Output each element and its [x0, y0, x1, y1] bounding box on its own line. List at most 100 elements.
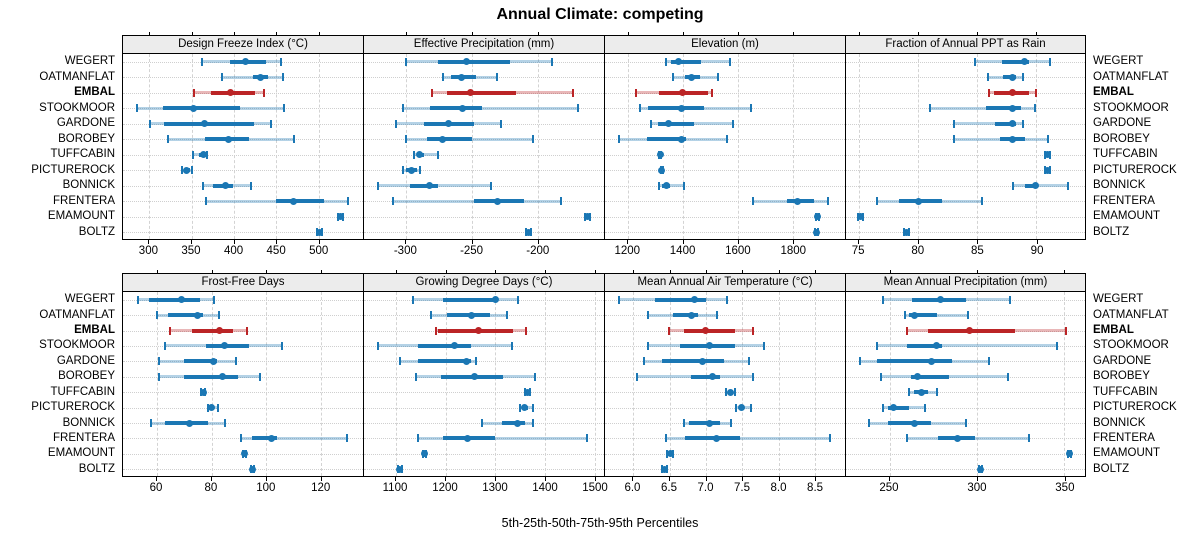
median-dot — [713, 434, 721, 442]
panel-title-strip: Fraction of Annual PPT as Rain — [845, 32, 1086, 54]
axis-tick-top — [633, 270, 635, 274]
whisker-cap — [967, 311, 970, 320]
row-gridline — [846, 201, 1085, 203]
median-dot — [691, 296, 699, 304]
site-label-left: GARDONE — [56, 117, 115, 130]
panel-band-bottom: WEGERT OATMANFLAT EMBAL STOOKMOOR GARDONE BOR… — [0, 270, 1200, 501]
gridline — [669, 292, 671, 476]
whisker-cap — [1022, 119, 1025, 128]
median-dot — [524, 228, 532, 236]
site-label-right: BOLTZ — [1093, 225, 1130, 238]
row-gridline — [605, 77, 845, 79]
whisker-cap — [212, 295, 215, 304]
row-gridline — [846, 232, 1085, 234]
whisker-cap — [346, 434, 349, 443]
whisker-cap — [280, 341, 283, 350]
axis-tick-top — [211, 270, 213, 274]
whisker-cap — [550, 57, 553, 66]
whisker-cap — [163, 341, 166, 350]
percentile-band-25-75 — [418, 343, 471, 348]
median-dot — [336, 213, 344, 221]
panel-title-strip: Growing Degree Days (°C) — [363, 270, 604, 292]
axis-tick-label: 400 — [223, 245, 244, 257]
median-dot — [221, 182, 229, 190]
median-dot — [218, 373, 226, 381]
axis-tick-label: 60 — [149, 482, 163, 494]
median-dot — [902, 228, 910, 236]
gridline — [859, 54, 860, 239]
median-dot — [813, 228, 821, 236]
row-gridline — [364, 469, 604, 471]
percentile-band-5-95 — [930, 106, 1036, 110]
panel-mean-annual-precipitation-mm: Mean Annual Precipitation (mm) 250 300 350 — [845, 270, 1086, 501]
whisker-cap — [202, 181, 205, 190]
percentile-band-5-95 — [418, 436, 588, 440]
median-dot — [737, 404, 745, 412]
site-label-left: GARDONE — [56, 354, 115, 367]
median-dot — [199, 388, 207, 396]
whisker-cap — [906, 434, 909, 443]
whisker-cap — [283, 104, 286, 113]
site-label-right: STOOKMOOR — [1093, 339, 1169, 352]
whisker-cap — [169, 326, 172, 335]
row-gridline — [364, 361, 604, 363]
median-dot — [257, 73, 265, 81]
median-dot — [207, 404, 215, 412]
axis-tick-top — [495, 270, 497, 274]
row-gridline — [846, 216, 1085, 218]
panel-title: Mean Annual Air Temperature (°C) — [637, 276, 813, 288]
axis-tick-label: 450 — [266, 245, 286, 257]
row-gridline — [605, 139, 845, 141]
site-label-right: STOOKMOOR — [1093, 101, 1169, 114]
median-dot — [182, 166, 190, 174]
site-label-left: EMAMOUNT — [47, 447, 115, 460]
site-label-right: OATMANFLAT — [1093, 70, 1169, 83]
panel-plot-area — [845, 292, 1086, 477]
panel-x-axis: -300 -250 -200 — [363, 240, 604, 264]
median-dot — [241, 58, 249, 66]
median-dot — [678, 89, 686, 97]
median-dot — [491, 296, 499, 304]
axis-tick-top — [538, 32, 540, 36]
row-gridline — [605, 216, 845, 218]
percentile-band-25-75 — [673, 313, 699, 318]
panel-growing-degree-days-c: Growing Degree Days (°C) 1100 1200 1300 1400… — [363, 270, 608, 501]
axis-tick-top — [976, 270, 978, 274]
axis-tick — [395, 477, 396, 481]
median-dot — [444, 120, 452, 128]
whisker-cap — [1007, 372, 1010, 381]
whisker-cap — [646, 341, 649, 350]
median-dot — [583, 213, 591, 221]
percentile-band-25-75 — [887, 421, 932, 426]
gridline — [472, 54, 474, 239]
median-dot — [467, 311, 475, 319]
row-gridline — [123, 170, 363, 172]
row-gridline — [846, 154, 1085, 156]
whisker-cap — [281, 73, 284, 82]
median-dot — [523, 388, 531, 396]
whisker-cap — [988, 88, 991, 97]
percentile-band-25-75 — [443, 297, 498, 302]
whisker-cap — [929, 104, 931, 113]
whisker-cap — [136, 295, 139, 304]
whisker-cap — [431, 88, 434, 97]
median-dot — [1009, 89, 1017, 97]
axis-tick-label: 1600 — [725, 245, 751, 257]
row-gridline — [364, 345, 604, 347]
gridline — [683, 54, 685, 239]
row-gridline — [605, 361, 845, 363]
gridline — [538, 54, 540, 239]
whisker-cap — [1028, 434, 1031, 443]
whisker-cap — [398, 357, 401, 366]
row-gridline — [364, 170, 604, 172]
site-label-right: TUFFCABIN — [1093, 385, 1158, 398]
percentile-band-25-75 — [887, 405, 909, 410]
median-dot — [856, 213, 864, 221]
axis-tick-label: 1800 — [780, 245, 807, 257]
axis-tick — [815, 477, 817, 481]
median-dot — [194, 311, 202, 319]
whisker-cap — [643, 357, 646, 366]
site-label-right: OATMANFLAT — [1093, 308, 1169, 321]
whisker-cap — [474, 357, 477, 366]
row-gridline — [123, 216, 363, 218]
